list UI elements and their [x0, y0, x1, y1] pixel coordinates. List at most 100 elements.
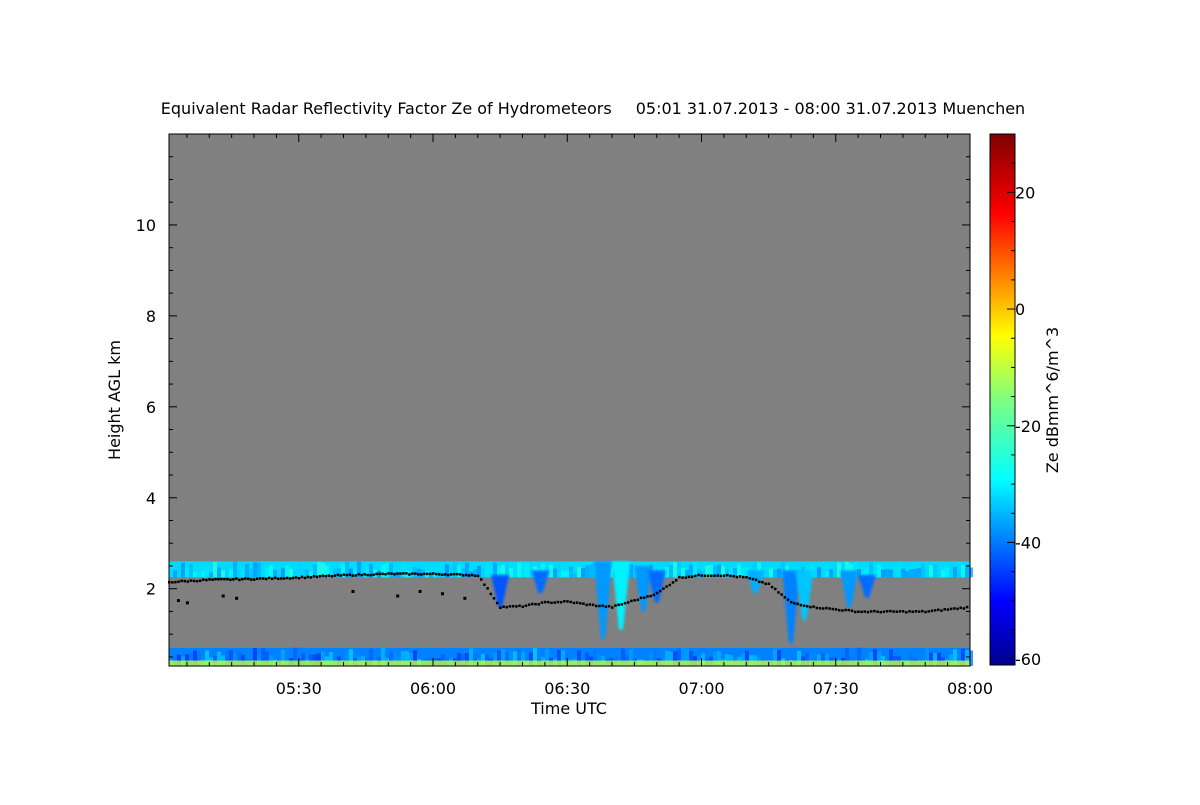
cloud-texture	[513, 651, 517, 666]
cloud-texture	[317, 653, 321, 666]
cloud-base-dot	[949, 607, 953, 611]
cloud-texture	[773, 648, 777, 666]
x-axis-label: Time UTC	[530, 699, 607, 718]
cloud-base-dot	[959, 606, 962, 610]
cloud-texture	[921, 563, 925, 578]
cloud-texture	[353, 567, 357, 578]
cloud-texture	[357, 561, 361, 578]
cloud-base-dot	[611, 606, 614, 609]
cloud-base-dot	[892, 610, 895, 613]
lower-base-dot	[176, 599, 180, 603]
cloud-texture	[689, 564, 693, 578]
cloud-base-dot	[244, 577, 247, 580]
y-axis: 2 4 6 8 10	[136, 133, 970, 658]
cloud-texture	[953, 567, 957, 578]
cloud-base-dot	[847, 608, 851, 612]
cloud-texture	[817, 567, 821, 578]
cloud-texture	[577, 566, 581, 578]
fall-streak-9	[840, 570, 859, 607]
cloud-base-dot	[764, 582, 767, 586]
cloud-base-dot	[294, 576, 298, 579]
cloud-base-dot	[690, 575, 694, 579]
cloud-base-dot	[595, 604, 598, 608]
cloud-texture	[417, 568, 421, 578]
cloud-base-dot	[761, 581, 764, 584]
cloud-texture	[237, 652, 241, 666]
cloud-base-dot	[805, 605, 809, 608]
cloud-texture	[881, 569, 885, 578]
cloud-texture	[345, 561, 349, 578]
cloud-texture	[733, 568, 737, 578]
cloud-base-dot	[315, 575, 319, 579]
cloud-texture	[325, 565, 329, 578]
cloud-texture	[493, 562, 497, 578]
cloud-base-dot	[279, 577, 283, 580]
cloud-texture	[777, 649, 781, 666]
cloud-texture	[241, 654, 245, 666]
cloud-base-dot	[396, 572, 399, 575]
cloud-texture	[957, 570, 961, 578]
cloud-base-dot	[321, 574, 325, 578]
cloud-texture	[713, 651, 717, 666]
cloud-texture	[561, 650, 565, 666]
cloud-base-dot	[758, 580, 761, 584]
plot-frame	[168, 133, 971, 667]
cloud-base-dot	[770, 585, 774, 589]
cloud-texture	[677, 648, 681, 666]
cloud-base-dot	[924, 610, 927, 614]
cloud-texture	[413, 650, 417, 666]
cloud-texture	[969, 567, 973, 578]
cloud-base-dot	[461, 574, 465, 577]
cloud-texture	[381, 564, 385, 578]
colorbar-ticks: 20 0 -20 -40 -60	[1007, 133, 1041, 669]
cloud-base-dot	[582, 602, 585, 605]
cloud-texture	[697, 568, 701, 578]
cloud-base-dot	[369, 573, 372, 577]
cloud-texture	[853, 562, 857, 578]
cloud-base-dot	[658, 589, 662, 593]
cloud-base-dot	[345, 573, 349, 577]
cloud-base-dot	[895, 610, 898, 613]
lower-base-dot	[235, 596, 239, 600]
cloud-base-dot	[626, 601, 630, 604]
cloud-texture	[589, 564, 593, 578]
cloud-texture	[633, 566, 637, 578]
cloud-texture	[665, 567, 669, 578]
cloud-texture	[725, 568, 729, 578]
cloud-base-dot	[357, 573, 360, 576]
cloud-base-dot	[642, 596, 646, 600]
cloud-base-dot	[458, 573, 462, 576]
cloud-base-dot	[399, 572, 402, 575]
cloud-base-dot	[623, 601, 627, 605]
cloud-base-dot	[327, 574, 331, 577]
cloud-base-dot	[585, 603, 588, 607]
cloud-texture	[489, 567, 493, 578]
cloud-texture	[965, 564, 969, 578]
cloud-base-dot	[515, 605, 518, 608]
cloud-base-dot	[414, 572, 417, 575]
cloud-texture	[825, 571, 829, 578]
cloud-base-dot	[591, 603, 595, 607]
cloud-texture	[757, 562, 761, 578]
cloud-texture	[917, 652, 921, 666]
cloud-base-dot	[540, 601, 544, 604]
cloud-base-dot	[742, 575, 745, 579]
cloud-texture	[233, 653, 237, 666]
cloud-texture	[705, 565, 709, 578]
cloud-texture	[193, 571, 197, 578]
cloud-base-dot	[652, 593, 656, 597]
cloud-base-dot	[799, 603, 803, 607]
cloud-base-dot	[841, 609, 844, 612]
cloud-base-dot	[527, 603, 531, 606]
cloud-texture	[673, 651, 677, 666]
cloud-base-dot	[330, 575, 334, 578]
cloud-texture	[833, 565, 837, 578]
cloud-base-dot	[796, 602, 799, 606]
cloud-base-dot	[508, 605, 512, 608]
cloud-texture	[177, 566, 181, 578]
cloud-texture	[393, 650, 397, 666]
cloud-base-dot	[432, 572, 435, 575]
cloud-texture	[485, 654, 489, 666]
cloud-base-dot	[390, 572, 393, 575]
cloud-base-dot	[933, 609, 937, 612]
